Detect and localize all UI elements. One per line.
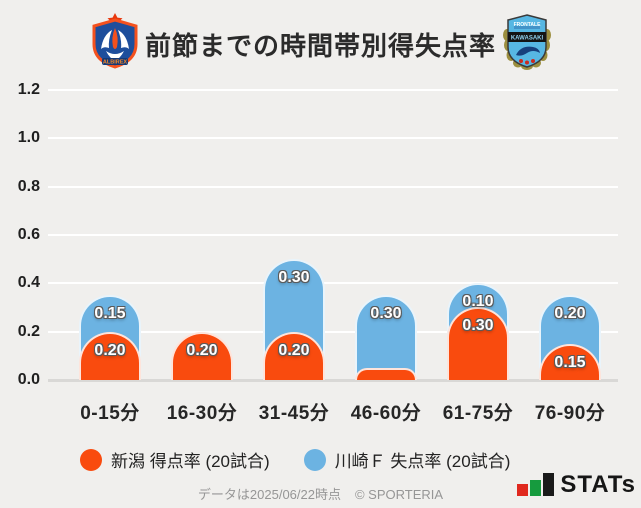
y-tick-label: 0.4 xyxy=(17,274,40,292)
x-category-label: 46-60分 xyxy=(350,403,422,424)
chart-title: 前節までの時間帯別得失点率 xyxy=(144,31,496,61)
bar-niigata-61-75分 xyxy=(447,307,509,380)
bar-value-kawasaki-76-90分: 0.20 xyxy=(554,305,586,322)
logo-bar-black xyxy=(543,473,555,496)
legend-label-niigata: 新潟 得点率 (20試合) xyxy=(111,452,270,471)
x-axis-line xyxy=(48,379,618,382)
svg-text:ALBIREX: ALBIREX xyxy=(103,60,127,66)
y-tick-label: 0.2 xyxy=(17,322,40,340)
legend-swatch-kawasaki-icon xyxy=(303,448,326,471)
gridline xyxy=(48,137,618,140)
gridline xyxy=(48,88,618,91)
legend: 新潟 得点率 (20試合) 川崎Ｆ 失点率 (20試合) xyxy=(80,447,510,472)
bar-kawasaki-46-60分 xyxy=(355,295,417,380)
stats-logo: STATs xyxy=(517,473,636,497)
bar-value-kawasaki-31-45分: 0.30 xyxy=(278,269,310,286)
y-tick-label: 0.8 xyxy=(17,177,40,195)
logo-bar-red xyxy=(517,484,529,496)
data-asof-text: データは2025/06/22時点 xyxy=(197,487,341,502)
gridline xyxy=(48,282,618,285)
x-category-label: 76-90分 xyxy=(534,403,606,424)
stats-logo-bars-icon xyxy=(517,473,555,497)
x-category-label: 16-30分 xyxy=(166,403,238,424)
legend-item-niigata: 新潟 得点率 (20試合) xyxy=(80,447,270,472)
logo-bar-green xyxy=(530,480,542,496)
bar-value-niigata-76-90分: 0.15 xyxy=(554,354,586,371)
legend-item-kawasaki: 川崎Ｆ 失点率 (20試合) xyxy=(303,447,511,472)
bar-value-niigata-31-45分: 0.20 xyxy=(278,342,310,359)
gridline xyxy=(48,233,618,236)
y-tick-label: 0.6 xyxy=(17,225,40,243)
legend-label-kawasaki: 川崎Ｆ 失点率 (20試合) xyxy=(334,452,511,471)
copyright-text: © SPORTERIA xyxy=(354,487,444,502)
svg-text:FRONTALE: FRONTALE xyxy=(514,22,542,28)
y-tick-label: 0.0 xyxy=(17,371,40,388)
stats-logo-text: STATs xyxy=(560,471,636,498)
x-category-label: 61-75分 xyxy=(442,403,514,424)
bar-value-niigata-61-75分: 0.30 xyxy=(462,317,494,334)
svg-text:KAWASAKI: KAWASAKI xyxy=(511,36,544,42)
bar-niigata-46-60分 xyxy=(355,368,417,380)
bar-niigata-16-30分 xyxy=(171,332,233,380)
bar-value-niigata-0-15分: 0.20 xyxy=(94,342,126,359)
legend-swatch-niigata-icon xyxy=(80,448,102,471)
bar-niigata-31-45分 xyxy=(263,332,325,380)
gridline xyxy=(48,330,618,333)
kawasaki-frontale-crest-icon: FRONTALE KAWASAKI xyxy=(503,14,551,70)
x-category-label: 31-45分 xyxy=(258,403,330,424)
y-tick-label: 1.2 xyxy=(17,80,40,98)
footer-note: データは2025/06/22時点 © SPORTERIA xyxy=(0,484,641,503)
bar-niigata-0-15分 xyxy=(79,332,141,380)
y-tick-label: 1.0 xyxy=(17,129,40,147)
gridline xyxy=(48,185,618,188)
bar-value-kawasaki-0-15分: 0.15 xyxy=(94,305,126,322)
bar-value-kawasaki-61-75分: 0.10 xyxy=(462,293,494,310)
bar-value-niigata-16-30分: 0.20 xyxy=(186,342,218,359)
x-category-label: 0-15分 xyxy=(80,403,140,424)
albirex-niigata-crest-icon: ALBIREX xyxy=(92,13,138,69)
bar-value-kawasaki-46-60分: 0.30 xyxy=(370,305,402,322)
